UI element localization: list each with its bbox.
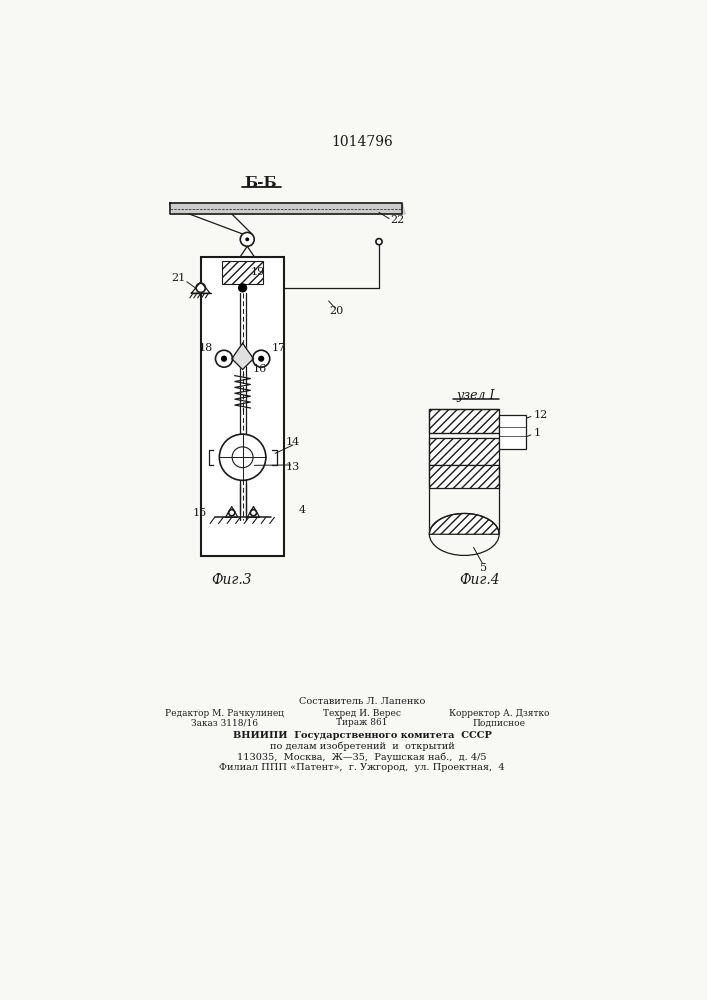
Bar [223, 261, 263, 284]
Circle shape [245, 237, 249, 241]
Text: 12: 12 [534, 410, 548, 420]
Polygon shape [170, 203, 405, 214]
Text: узел I: узел I [457, 389, 495, 402]
Text: 113035,  Москва,  Ж—35,  Раушская наб.,  д. 4/5: 113035, Москва, Ж—35, Раушская наб., д. … [238, 752, 486, 762]
Circle shape [250, 510, 257, 516]
Circle shape [221, 356, 227, 362]
Circle shape [240, 232, 255, 246]
Text: Филиал ППП «Патент»,  г. Ужгород,  ул. Проектная,  4: Филиал ППП «Патент», г. Ужгород, ул. Про… [219, 763, 505, 772]
Polygon shape [429, 513, 499, 534]
Circle shape [376, 239, 382, 245]
Circle shape [216, 350, 233, 367]
Text: 18: 18 [198, 343, 213, 353]
Text: 13: 13 [286, 462, 300, 472]
Text: 21: 21 [171, 273, 185, 283]
Text: 17: 17 [271, 343, 286, 353]
Text: по делам изобретений  и  открытий: по делам изобретений и открытий [269, 741, 455, 751]
Text: 14: 14 [286, 437, 300, 447]
Text: 5: 5 [480, 563, 487, 573]
Text: Б-Б: Б-Б [244, 176, 276, 190]
Circle shape [219, 434, 266, 480]
Text: Тираж 861: Тираж 861 [337, 718, 387, 727]
Text: Корректор А. Дзятко: Корректор А. Дзятко [449, 709, 549, 718]
Circle shape [196, 283, 206, 292]
Text: 19: 19 [251, 267, 265, 277]
Circle shape [228, 510, 235, 516]
Bar [429, 409, 499, 433]
Polygon shape [213, 443, 272, 471]
Polygon shape [272, 450, 276, 465]
Text: 22: 22 [391, 215, 405, 225]
Text: 15: 15 [193, 508, 207, 518]
Bar [201, 257, 284, 556]
Text: Фиг.4: Фиг.4 [460, 573, 500, 587]
Text: Техред И. Верес: Техред И. Верес [323, 709, 401, 718]
Text: 1014796: 1014796 [331, 135, 393, 149]
Circle shape [238, 283, 247, 292]
Circle shape [258, 356, 264, 362]
Text: ВНИИПИ  Государственного комитета  СССР: ВНИИПИ Государственного комитета СССР [233, 731, 491, 740]
Text: Подписное: Подписное [472, 718, 525, 727]
Text: Редактор М. Рачкулинец: Редактор М. Рачкулинец [165, 709, 284, 718]
Polygon shape [209, 450, 213, 465]
Text: Заказ 3118/16: Заказ 3118/16 [190, 718, 257, 727]
Bar [499, 415, 526, 449]
Circle shape [252, 350, 270, 367]
Polygon shape [429, 513, 499, 534]
Text: 20: 20 [329, 306, 344, 316]
Text: Фиг.3: Фиг.3 [211, 573, 252, 587]
Text: 4: 4 [298, 505, 305, 515]
Text: Составитель Л. Лапенко: Составитель Л. Лапенко [299, 697, 425, 706]
Text: 1: 1 [534, 428, 541, 438]
Bar [429, 465, 499, 488]
Polygon shape [232, 343, 253, 369]
Text: 16: 16 [252, 364, 267, 374]
Bar [429, 438, 499, 465]
